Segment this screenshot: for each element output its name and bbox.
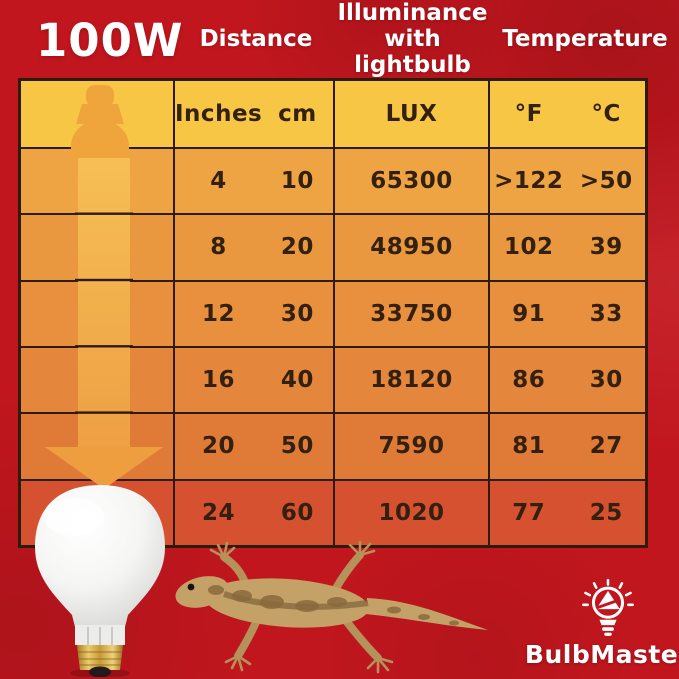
inches-value: 8: [210, 234, 227, 261]
cm-value: 30: [280, 300, 314, 327]
illuminance-title-line1: Illuminance: [337, 0, 488, 26]
table-row-lux: 65300: [335, 149, 488, 214]
fahrenheit-value: 102: [503, 234, 554, 261]
inches-value: 24: [201, 499, 235, 526]
cm-header: cm: [278, 101, 317, 127]
brand-name: BulbMaster: [524, 640, 679, 669]
temperature-title-text: Temperature: [502, 26, 668, 52]
celsius-value: 39: [589, 234, 623, 261]
fahrenheit-value: 86: [512, 367, 546, 394]
table-row-temperature: 86 30: [490, 348, 645, 413]
celsius-value: >50: [579, 168, 633, 195]
inches-header: Inches: [175, 101, 263, 127]
light-beam-shaft: [78, 158, 130, 447]
logo-swoosh: [595, 599, 619, 610]
cm-value: 10: [280, 168, 314, 195]
celsius-value: 30: [589, 367, 623, 394]
table-row-lux: 7590: [335, 414, 488, 479]
table-row-temperature: >122 >50: [490, 149, 645, 214]
illuminance-title-line2: with lightbulb: [354, 26, 471, 78]
gecko-toes: [209, 540, 394, 674]
illuminance-column-title: Illuminance with lightbulb: [330, 0, 495, 78]
inches-value: 16: [201, 367, 235, 394]
cm-value: 40: [280, 367, 314, 394]
celsius-value: 25: [589, 499, 623, 526]
cm-value: 60: [280, 499, 314, 526]
fahrenheit-value: 77: [512, 499, 546, 526]
table-row-temperature: 81 27: [490, 414, 645, 479]
temperature-units-header-cell: °F °C: [490, 81, 645, 147]
lux-header-cell: LUX: [335, 81, 488, 147]
table-row-distance: 16 40: [175, 348, 333, 413]
table-row-distance: 4 10: [175, 149, 333, 214]
gecko-image: [175, 540, 488, 674]
gecko-tail: [365, 598, 488, 630]
brand-logo: BulbMaster: [524, 578, 679, 669]
table-row-lux: 33750: [335, 281, 488, 346]
gecko-eye: [187, 583, 195, 591]
table-row-temperature: 91 33: [490, 281, 645, 346]
gecko-mottling: [208, 585, 459, 626]
table-row-temperature: 77 25: [490, 480, 645, 545]
bulb-highlight: [44, 498, 104, 536]
fahrenheit-value: 91: [512, 300, 546, 327]
table-row-temperature: 102 39: [490, 215, 645, 280]
celsius-header: °C: [591, 101, 621, 127]
inches-value: 12: [201, 300, 235, 327]
distance-units-header-cell: Inches cm: [175, 81, 333, 147]
inches-value: 4: [210, 168, 227, 195]
distance-title-text: Distance: [199, 26, 313, 52]
base-contact-tip: [89, 666, 111, 677]
screw-base: [77, 645, 123, 670]
celsius-value: 27: [589, 433, 623, 460]
bulbmaster-logo-icon: [582, 578, 634, 636]
table-row-distance: 20 50: [175, 414, 333, 479]
table-row-distance: 8 20: [175, 215, 333, 280]
gecko-head: [175, 576, 229, 608]
table-row-lux: 1020: [335, 480, 488, 545]
wattage-label: 100W: [36, 13, 184, 67]
cm-value: 50: [280, 433, 314, 460]
screw-threads: [77, 651, 123, 666]
temperature-column-title: Temperature: [496, 0, 674, 78]
fahrenheit-value: 81: [512, 433, 546, 460]
reflector-bulb-image: [35, 485, 165, 677]
table-row-lux: 48950: [335, 215, 488, 280]
table-row-distance: 12 30: [175, 281, 333, 346]
arrowhead-down-icon: [45, 447, 163, 489]
logo-rays: [582, 578, 634, 607]
fahrenheit-value: >122: [494, 168, 564, 195]
distance-column-title: Distance: [177, 0, 335, 78]
grid-lines-over-beam: [75, 212, 133, 414]
table-row-lux: 18120: [335, 348, 488, 413]
fahrenheit-header: °F: [514, 101, 543, 127]
celsius-value: 33: [589, 300, 623, 327]
table-row-distance: 24 60: [175, 480, 333, 545]
cm-value: 20: [280, 234, 314, 261]
inches-value: 20: [201, 433, 235, 460]
filament-supports: [87, 627, 113, 645]
heat-beam-arrow-graphic: [45, 85, 163, 489]
